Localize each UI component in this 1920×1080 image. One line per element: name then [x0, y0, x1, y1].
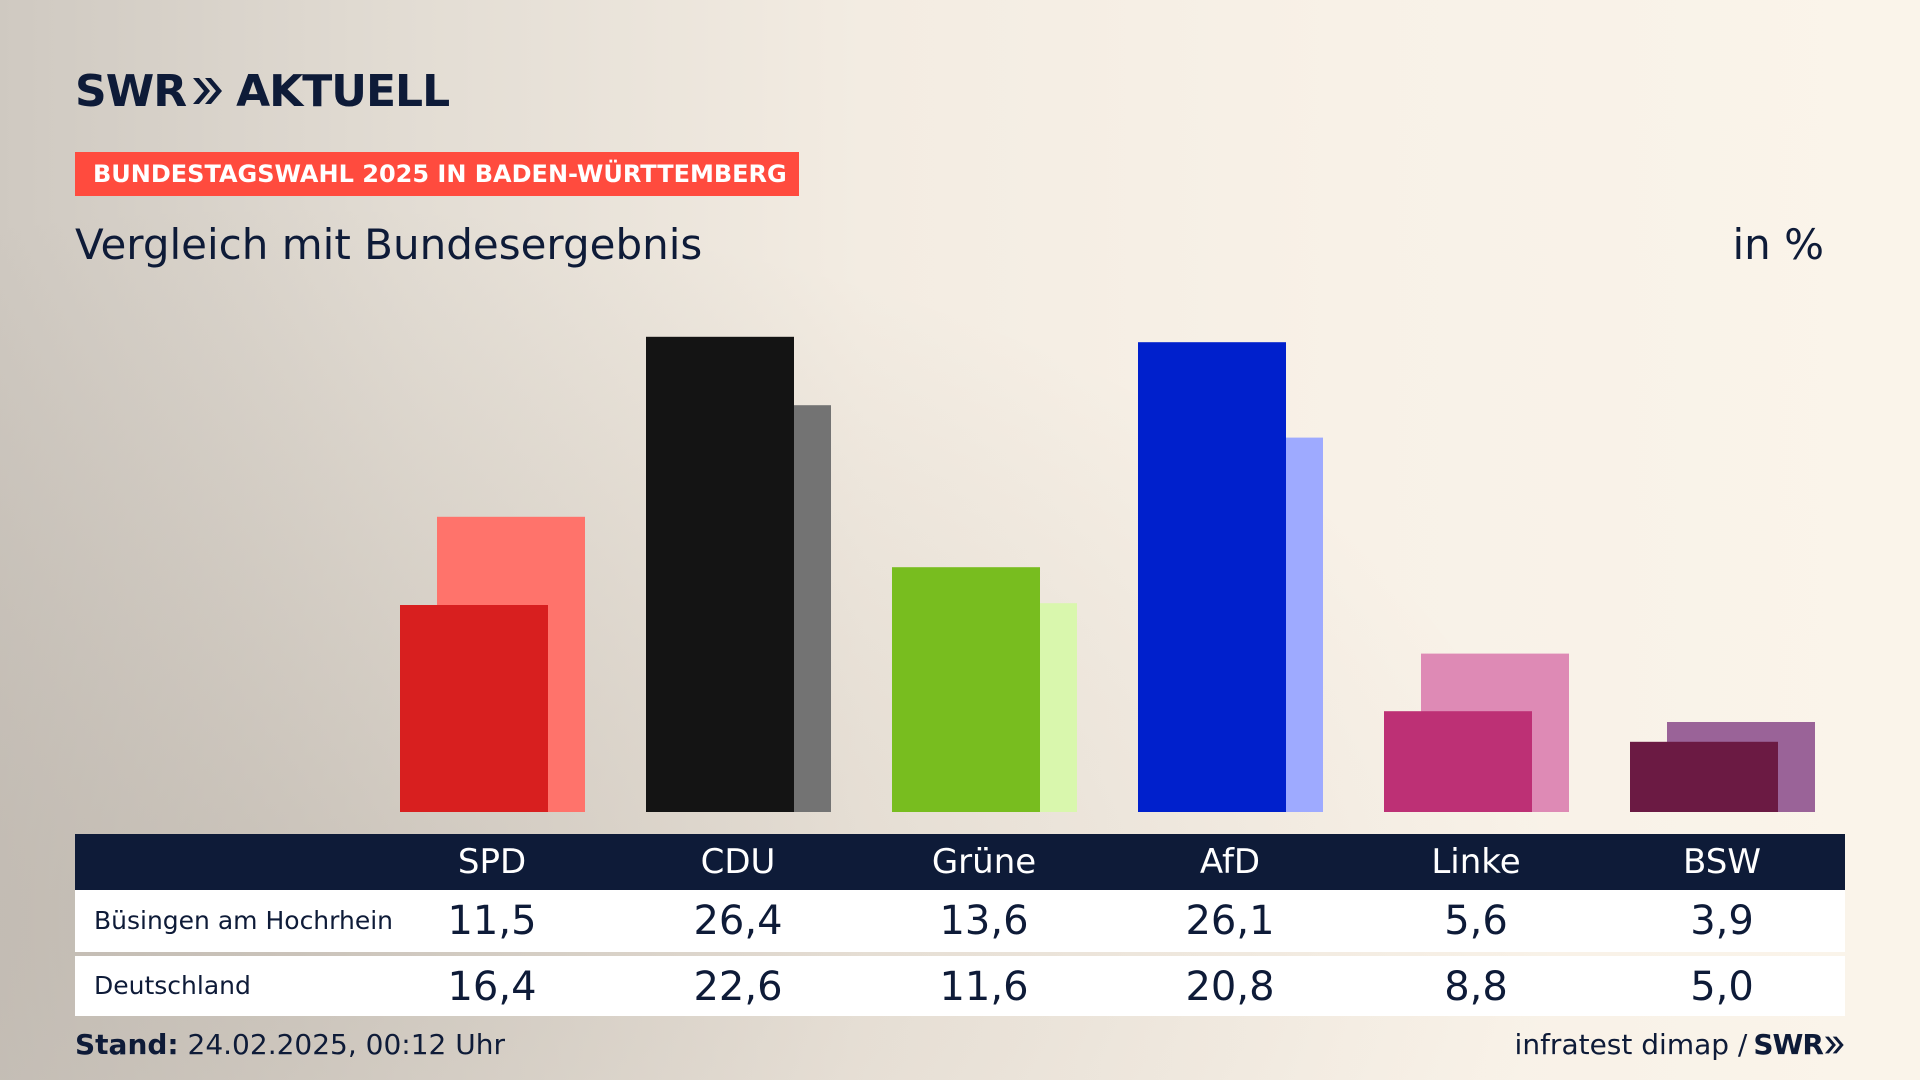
- value-linke-national: 8,8: [1444, 964, 1508, 1010]
- value-cdu-local: 26,4: [693, 898, 783, 944]
- value-cdu-national: 22,6: [693, 964, 783, 1010]
- value-grüne-national: 11,6: [939, 964, 1029, 1010]
- table-row-national: Deutschland 16,4 22,6 11,6 20,8 8,8 5,0: [75, 956, 1845, 1016]
- swr-aktuell-logo: SWR AKTUELL: [75, 65, 450, 117]
- unit-label: in %: [1732, 220, 1824, 269]
- footer-source: infratest dimap / SWR: [1515, 1028, 1845, 1061]
- value-afd-national: 20,8: [1185, 964, 1275, 1010]
- value-spd-national: 16,4: [447, 964, 537, 1010]
- stand-value: 24.02.2025, 00:12 Uhr: [187, 1028, 505, 1061]
- election-tag: BUNDESTAGSWAHL 2025 IN BADEN-WÜRTTEMBERG: [75, 152, 799, 196]
- bar-grüne-local: [892, 567, 1040, 812]
- source-text: infratest dimap /: [1514, 1028, 1748, 1061]
- footer-brand: SWR: [1753, 1028, 1845, 1061]
- footer-stand: Stand: 24.02.2025, 00:12 Uhr: [75, 1028, 505, 1061]
- bar-afd-local: [1138, 342, 1286, 812]
- bar-linke-local: [1384, 711, 1532, 812]
- table-header: SPD CDU Grüne AfD Linke BSW: [75, 834, 1845, 890]
- value-spd-local: 11,5: [447, 898, 537, 944]
- footer-chevron-icon: [1824, 1036, 1844, 1053]
- column-header-bsw: BSW: [1683, 842, 1761, 882]
- value-bsw-local: 3,9: [1690, 898, 1754, 944]
- value-grüne-local: 13,6: [939, 898, 1029, 944]
- value-afd-local: 26,1: [1185, 898, 1275, 944]
- value-bsw-national: 5,0: [1690, 964, 1754, 1010]
- column-header-cdu: CDU: [700, 842, 776, 882]
- footer-brand-text: SWR: [1753, 1028, 1824, 1061]
- bar-cdu-local: [646, 336, 794, 812]
- column-header-linke: Linke: [1431, 842, 1521, 882]
- bar-bsw-local: [1630, 741, 1778, 812]
- table-row-local: Büsingen am Hochrhein 11,5 26,4 13,6 26,1 5,…: [75, 890, 1845, 952]
- column-header-grüne: Grüne: [931, 842, 1037, 882]
- column-header-spd: SPD: [457, 842, 527, 882]
- chart-subtitle: Vergleich mit Bundesergebnis: [75, 220, 703, 269]
- double-chevron-icon: [193, 78, 223, 104]
- logo-swr-text: SWR: [75, 65, 187, 117]
- row-label-national: Deutschland: [94, 971, 251, 1000]
- stand-label: Stand:: [75, 1028, 179, 1061]
- logo-aktuell-text: AKTUELL: [236, 65, 450, 117]
- results-table: SPD CDU Grüne AfD Linke BSW Büsingen am Hochr…: [75, 834, 1845, 1016]
- bar-spd-local: [400, 605, 548, 812]
- value-linke-local: 5,6: [1444, 898, 1508, 944]
- column-header-afd: AfD: [1199, 842, 1261, 882]
- row-label-local: Büsingen am Hochrhein: [94, 906, 394, 935]
